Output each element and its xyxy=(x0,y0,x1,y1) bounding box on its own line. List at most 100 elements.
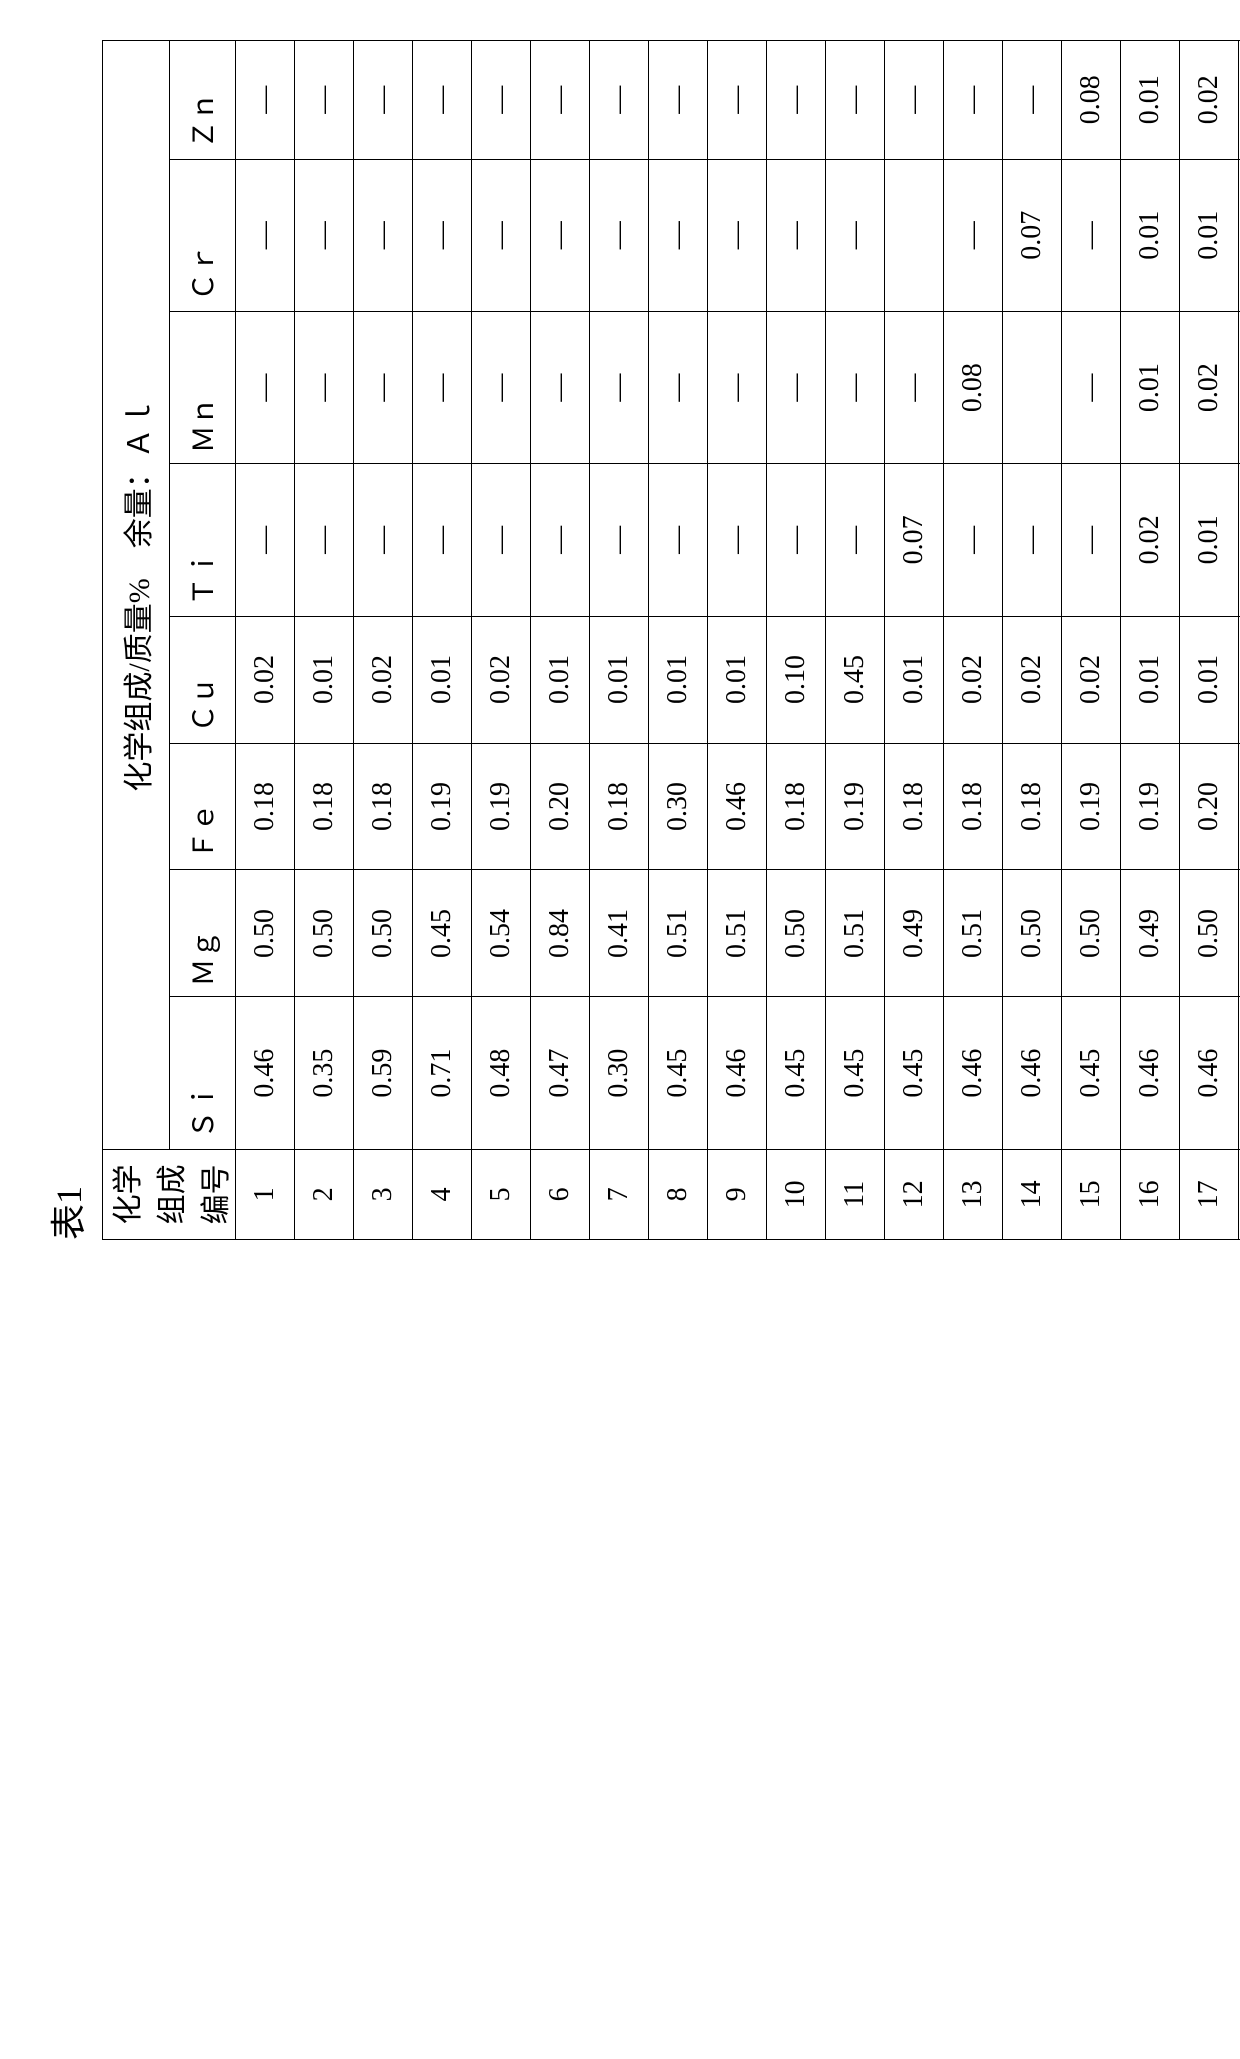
cell-zn: — xyxy=(354,41,413,160)
cell-cr: 0.07 xyxy=(1003,159,1062,311)
cell-n: 1 xyxy=(236,1149,295,1239)
cell-zn: — xyxy=(1003,41,1062,160)
cell-fe: 0.18 xyxy=(354,743,413,870)
cell-cu: 0.10 xyxy=(767,616,826,743)
cell-cr: — xyxy=(413,159,472,311)
table-row: 140.460.500.180.02—0.07— xyxy=(1003,41,1062,1240)
cell-zn: 0.01 xyxy=(1121,41,1180,160)
cell-fe: 0.19 xyxy=(472,743,531,870)
cell-si: 0.46 xyxy=(708,997,767,1149)
table-row: 20.350.500.180.01———— xyxy=(295,41,354,1240)
cell-ti: — xyxy=(1062,464,1121,616)
cell-mn: — xyxy=(236,311,295,463)
cell-ti: — xyxy=(649,464,708,616)
cell-si: 0.35 xyxy=(295,997,354,1149)
cell-mn: — xyxy=(590,311,649,463)
cell-fe: 0.46 xyxy=(708,743,767,870)
table-row: 100.450.500.180.10———— xyxy=(767,41,826,1240)
cell-zn: — xyxy=(472,41,531,160)
cell-si: 0.45 xyxy=(885,997,944,1149)
cell-ti: — xyxy=(944,464,1003,616)
cell-n: 16 xyxy=(1121,1149,1180,1239)
cell-si: 0.45 xyxy=(1062,997,1121,1149)
cell-cr: — xyxy=(826,159,885,311)
table-row: 90.460.510.460.01———— xyxy=(708,41,767,1240)
cell-mn: — xyxy=(531,311,590,463)
cell-cu: 0.02 xyxy=(1062,616,1121,743)
table-row: 130.460.510.180.02—0.08—— xyxy=(944,41,1003,1240)
cell-fe: 0.19 xyxy=(1062,743,1121,870)
cell-cu: 0.01 xyxy=(885,616,944,743)
cell-cr: — xyxy=(1062,159,1121,311)
cell-fe: 0.18 xyxy=(590,743,649,870)
cell-mn: 0.02 xyxy=(1180,311,1239,463)
cell-mg: 0.51 xyxy=(944,870,1003,997)
cell-cr: — xyxy=(295,159,354,311)
cell-n: 11 xyxy=(826,1149,885,1239)
cell-mg: 0.54 xyxy=(472,870,531,997)
table-row: 30.590.500.180.02———— xyxy=(354,41,413,1240)
cell-ti: 0.02 xyxy=(1121,464,1180,616)
cell-zn: — xyxy=(236,41,295,160)
cell-fe: 0.20 xyxy=(531,743,590,870)
cell-ti: 0.07 xyxy=(885,464,944,616)
col-header-zn: Ｚｎ xyxy=(169,41,236,160)
header-composition-mass: 化学组成/质量% 余量：Ａｌ xyxy=(103,41,170,1150)
cell-mg: 0.51 xyxy=(649,870,708,997)
cell-mg: 0.50 xyxy=(1180,870,1239,997)
cell-fe: 0.18 xyxy=(885,743,944,870)
cell-zn: — xyxy=(649,41,708,160)
cell-mn: — xyxy=(885,311,944,463)
cell-zn: — xyxy=(767,41,826,160)
composition-table: 化学组成编号 化学组成/质量% 余量：Ａｌ Ｓｉ Ｍｇ Ｆｅ Ｃｕ Ｔｉ Ｍｎ … xyxy=(102,40,1240,1240)
cell-cr: 0.01 xyxy=(1121,159,1180,311)
cell-ti: — xyxy=(531,464,590,616)
cell-ti: — xyxy=(826,464,885,616)
cell-mg: 0.50 xyxy=(236,870,295,997)
cell-mn: — xyxy=(295,311,354,463)
cell-mn: — xyxy=(413,311,472,463)
cell-cr: — xyxy=(944,159,1003,311)
cell-mg: 0.50 xyxy=(767,870,826,997)
cell-cu: 0.02 xyxy=(1003,616,1062,743)
table-row: 40.710.450.190.01———— xyxy=(413,41,472,1240)
cell-zn: — xyxy=(295,41,354,160)
cell-n: 12 xyxy=(885,1149,944,1239)
cell-cu: 0.02 xyxy=(236,616,295,743)
cell-cu: 0.02 xyxy=(944,616,1003,743)
cell-ti: — xyxy=(236,464,295,616)
cell-cu: 0.01 xyxy=(590,616,649,743)
cell-n: 7 xyxy=(590,1149,649,1239)
cell-zn: 0.02 xyxy=(1180,41,1239,160)
header-composition-number: 化学组成编号 xyxy=(103,1149,236,1239)
cell-n: 2 xyxy=(295,1149,354,1239)
cell-ti: 0.01 xyxy=(1180,464,1239,616)
cell-si: 0.46 xyxy=(236,997,295,1149)
cell-mg: 0.41 xyxy=(590,870,649,997)
cell-fe: 0.19 xyxy=(1121,743,1180,870)
cell-cu: 0.01 xyxy=(1121,616,1180,743)
cell-si: 0.71 xyxy=(413,997,472,1149)
col-header-ti: Ｔｉ xyxy=(169,464,236,616)
cell-cu: 0.01 xyxy=(413,616,472,743)
cell-mn xyxy=(1003,311,1062,463)
table-row: 50.480.540.190.02———— xyxy=(472,41,531,1240)
cell-zn: 0.08 xyxy=(1062,41,1121,160)
cell-cr: 0.01 xyxy=(1180,159,1239,311)
cell-zn: — xyxy=(413,41,472,160)
cell-fe: 0.18 xyxy=(1003,743,1062,870)
cell-fe: 0.20 xyxy=(1180,743,1239,870)
cell-cr: — xyxy=(354,159,413,311)
cell-si: 0.45 xyxy=(826,997,885,1149)
cell-ti: — xyxy=(472,464,531,616)
cell-n: 8 xyxy=(649,1149,708,1239)
table-title: 表1 xyxy=(40,40,92,1240)
cell-ti: — xyxy=(1003,464,1062,616)
cell-si: 0.46 xyxy=(1003,997,1062,1149)
cell-cr: — xyxy=(708,159,767,311)
cell-mg: 0.84 xyxy=(531,870,590,997)
table-row: 170.460.500.200.010.010.020.010.02 xyxy=(1180,41,1239,1240)
cell-si: 0.30 xyxy=(590,997,649,1149)
cell-mg: 0.49 xyxy=(885,870,944,997)
cell-zn: — xyxy=(531,41,590,160)
